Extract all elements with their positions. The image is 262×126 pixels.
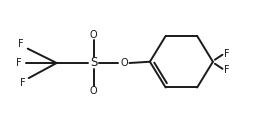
Text: O: O: [90, 86, 97, 96]
Text: F: F: [18, 39, 23, 49]
Text: F: F: [16, 58, 22, 68]
Text: S: S: [90, 56, 97, 70]
Text: O: O: [120, 58, 128, 68]
Text: F: F: [224, 49, 230, 59]
Text: F: F: [224, 65, 230, 75]
Text: O: O: [90, 30, 97, 40]
Text: F: F: [20, 78, 26, 88]
